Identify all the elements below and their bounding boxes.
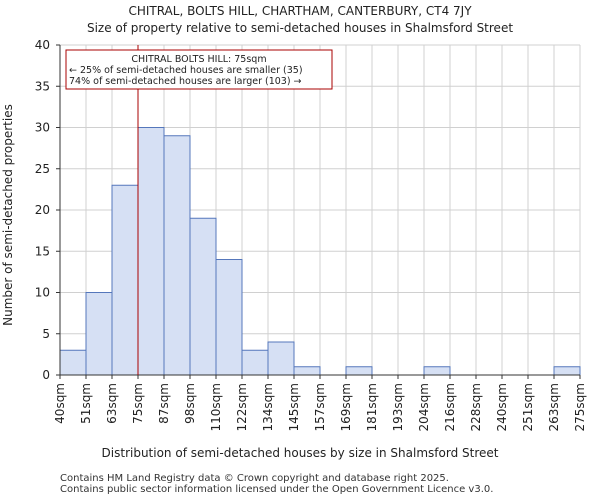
annotation-line-3: 74% of semi-detached houses are larger (…: [69, 76, 302, 87]
x-tick-label: 193sqm: [391, 383, 405, 431]
histogram-bar-63sqm: [111, 184, 139, 376]
x-tick-label: 228sqm: [469, 383, 483, 431]
y-tick-label: 40: [35, 38, 50, 52]
chart-subtitle: Size of property relative to semi-detach…: [86, 21, 514, 35]
y-tick-label: 30: [35, 121, 50, 135]
chart-title: CHITRAL, BOLTS HILL, CHARTHAM, CANTERBUR…: [128, 4, 472, 18]
histogram-bar-98sqm: [189, 217, 217, 376]
histogram-bar-87sqm: [163, 135, 191, 376]
x-tick-label: 263sqm: [547, 383, 561, 431]
x-tick-label: 204sqm: [417, 383, 431, 431]
x-tick-label: 75sqm: [131, 383, 145, 424]
x-tick-label: 216sqm: [443, 383, 457, 431]
footer-line-2: Contains public sector information licen…: [60, 484, 494, 495]
histogram-bar-134sqm: [267, 341, 295, 376]
y-tick-label: 15: [35, 244, 50, 258]
x-tick-label: 145sqm: [287, 383, 301, 431]
y-tick-label: 5: [42, 327, 50, 341]
x-tick-label: 40sqm: [53, 383, 67, 424]
histogram-bar-263sqm: [553, 366, 581, 376]
x-tick-label: 110sqm: [209, 383, 223, 431]
y-axis-label: Number of semi-detached properties: [1, 104, 15, 326]
histogram-bar-145sqm: [293, 366, 321, 376]
y-tick-label: 25: [35, 162, 50, 176]
x-axis-label: Distribution of semi-detached houses by …: [102, 446, 499, 460]
x-tick-label: 275sqm: [573, 383, 587, 431]
x-tick-label: 87sqm: [157, 383, 171, 424]
x-tick-label: 251sqm: [521, 383, 535, 431]
y-tick-label: 20: [35, 203, 50, 217]
histogram-bar-51sqm: [85, 292, 113, 376]
histogram-bar-169sqm: [345, 366, 373, 376]
x-tick-label: 134sqm: [261, 383, 275, 431]
histogram-bar-122sqm: [241, 349, 269, 376]
annotation-line-1: CHITRAL BOLTS HILL: 75sqm: [131, 54, 266, 65]
footer-line-1: Contains HM Land Registry data © Crown c…: [60, 473, 449, 484]
y-tick-label: 10: [35, 286, 50, 300]
x-tick-label: 63sqm: [105, 383, 119, 424]
x-tick-label: 157sqm: [313, 383, 327, 431]
annotation-line-2: ← 25% of semi-detached houses are smalle…: [69, 65, 303, 76]
histogram-bar-204sqm: [423, 366, 451, 376]
y-tick-label: 35: [35, 79, 50, 93]
histogram-bar-75sqm: [137, 127, 165, 376]
y-tick-label: 0: [42, 368, 50, 382]
x-tick-label: 181sqm: [365, 383, 379, 431]
x-tick-label: 98sqm: [183, 383, 197, 424]
histogram-bar-40sqm: [59, 349, 87, 376]
histogram-bar-110sqm: [215, 259, 243, 376]
x-tick-label: 169sqm: [339, 383, 353, 431]
x-tick-label: 51sqm: [79, 383, 93, 424]
annotation-box: CHITRAL BOLTS HILL: 75sqm ← 25% of semi-…: [65, 49, 333, 90]
x-tick-label: 122sqm: [235, 383, 249, 431]
annotation-frame: [65, 49, 333, 90]
x-tick-label: 240sqm: [495, 383, 509, 431]
